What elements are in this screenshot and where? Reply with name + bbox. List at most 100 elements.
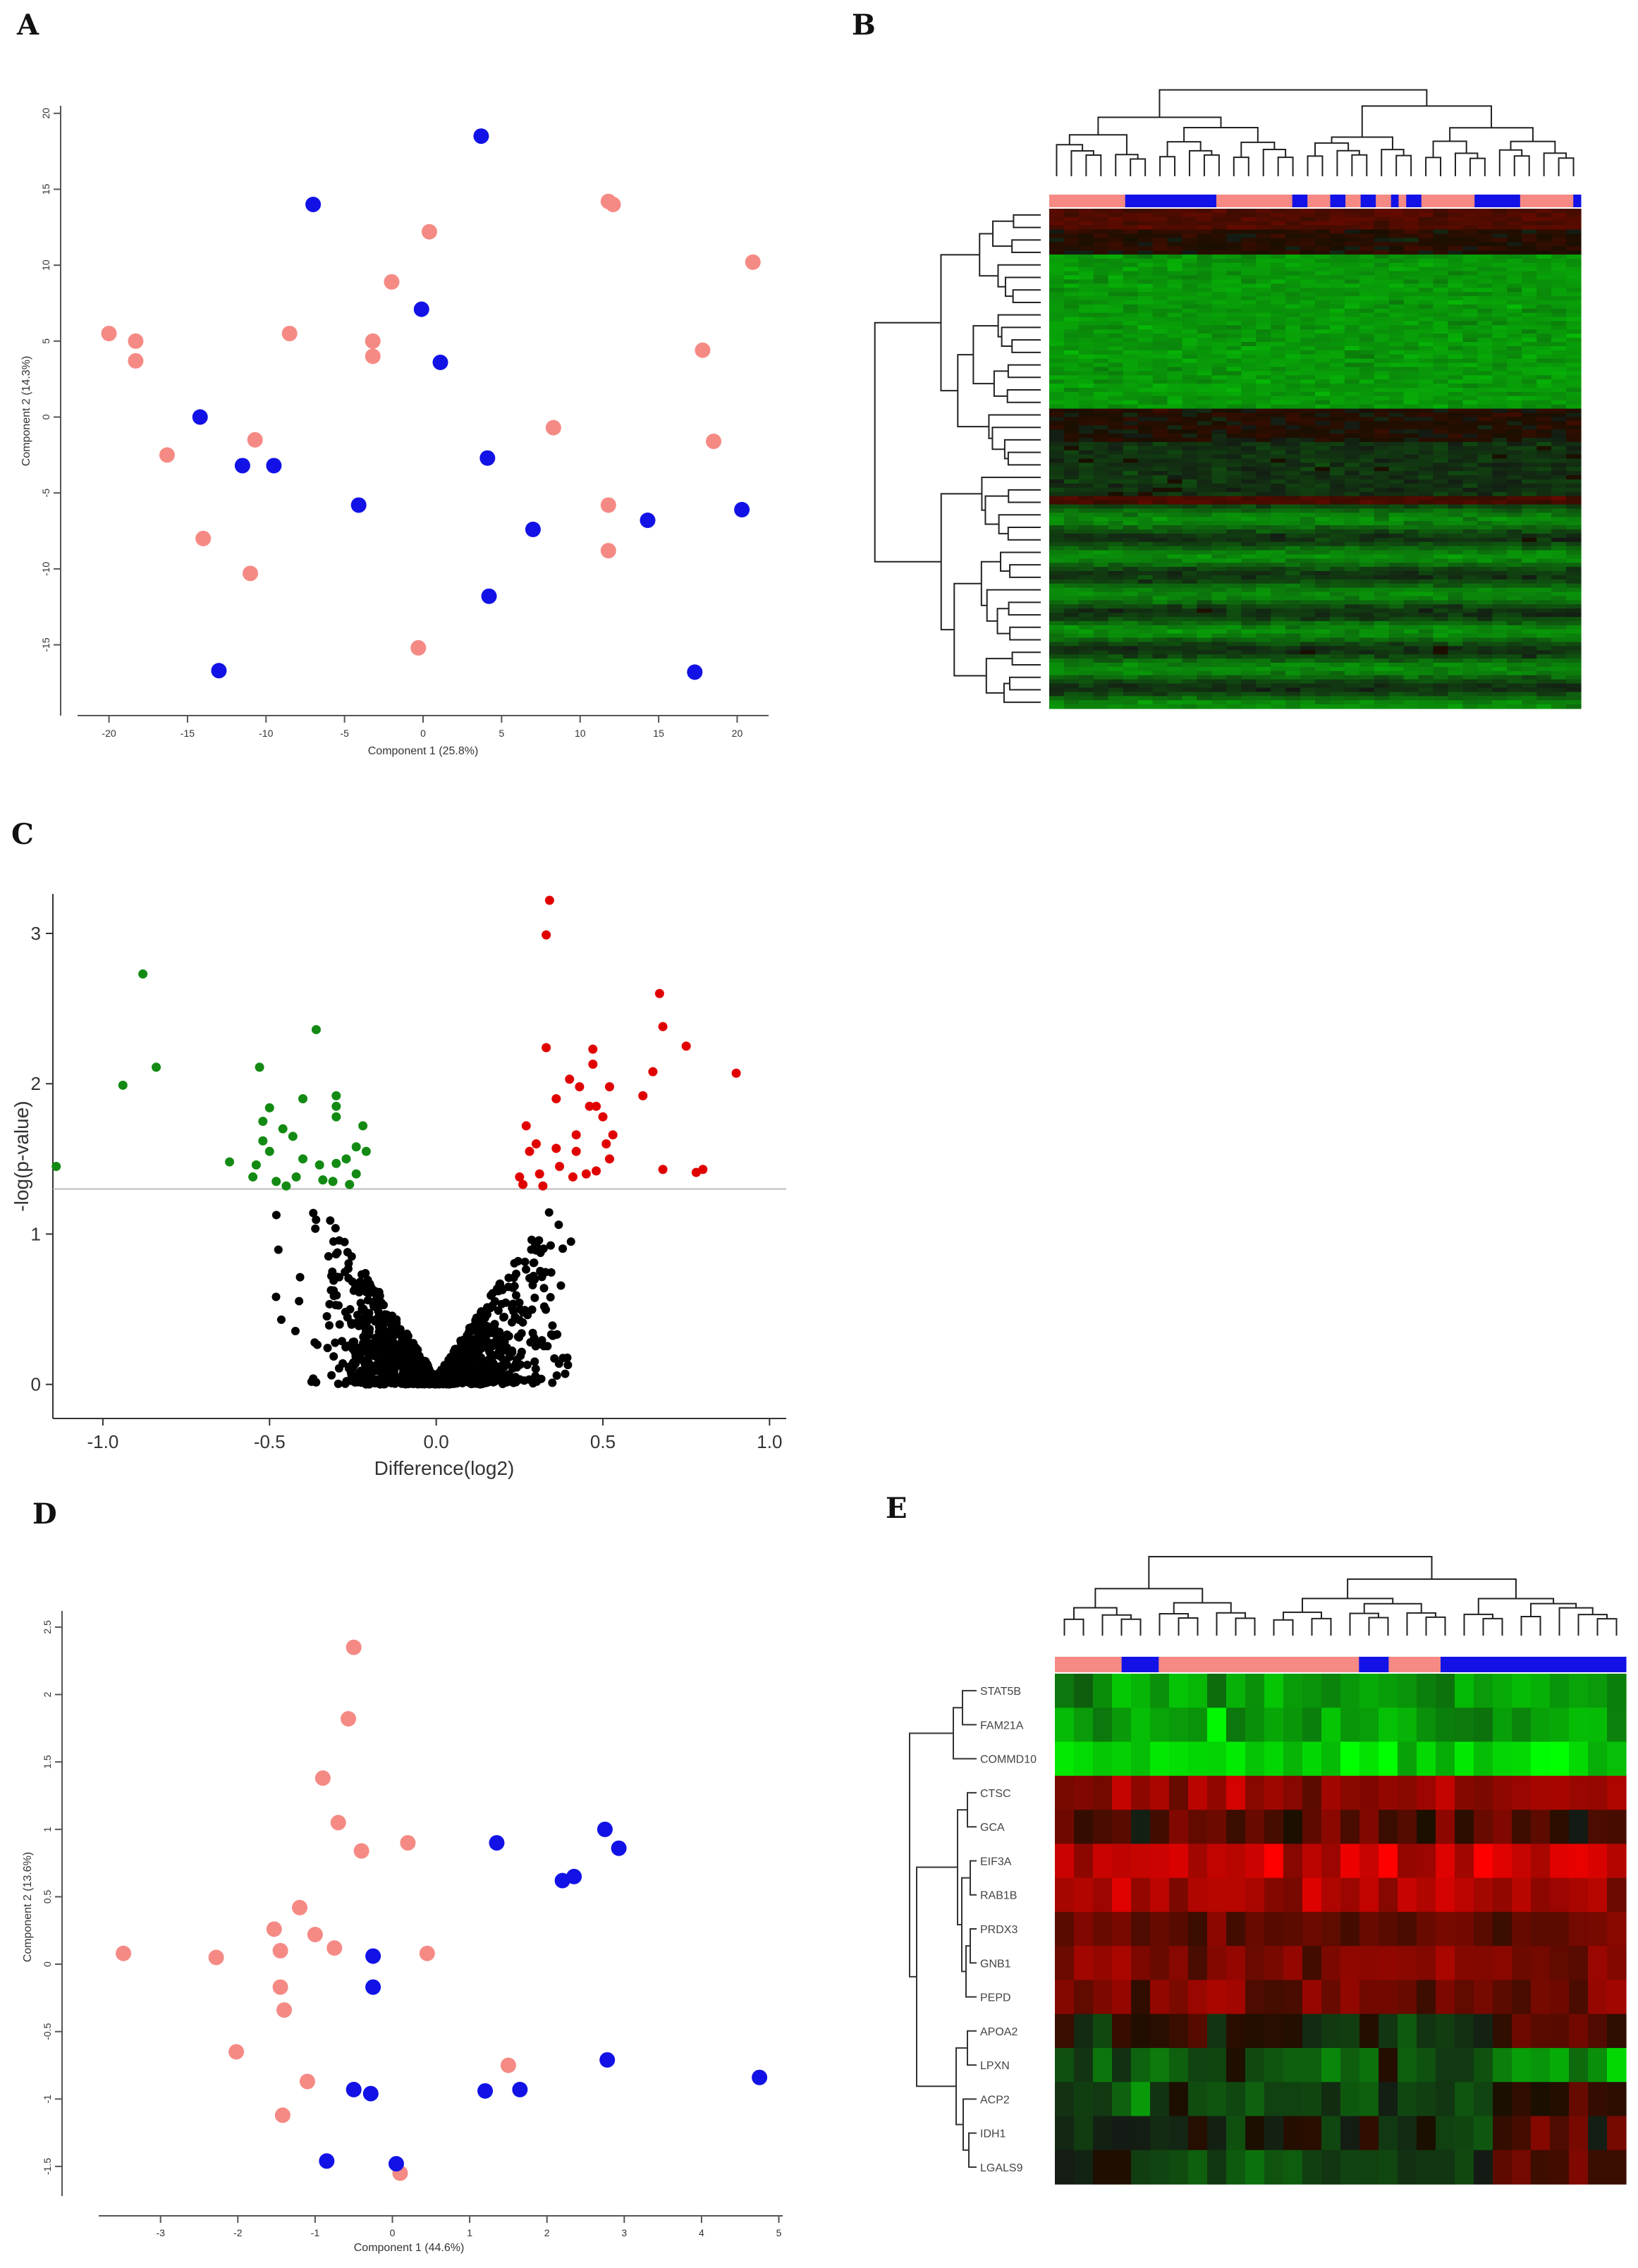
heatmap-cell [1271,404,1286,410]
heatmap-cell [1271,408,1286,414]
heatmap-cell [1315,216,1331,222]
heatmap-cell [1093,300,1109,305]
heatmap-cell [1271,292,1286,297]
heatmap-cell [1049,546,1065,551]
heatmap-cell [1197,683,1212,689]
group-bar-segment [1550,195,1559,207]
heatmap-cell [1256,300,1271,305]
heatmap-cell [1344,558,1360,563]
heatmap-cell [1522,421,1537,426]
heatmap-cell [1403,321,1419,326]
heatmap-cell [1477,558,1493,563]
heatmap-cell [1329,696,1345,701]
heatmap-cell [1566,467,1582,472]
heatmap-cell [1315,646,1331,651]
heatmap-cell [1359,317,1375,322]
heatmap-cell [1063,579,1080,584]
heatmap-cell [1078,541,1094,547]
heatmap-cell [1418,250,1434,255]
heatmap-cell [1522,504,1537,509]
heatmap-cell [1388,396,1405,401]
heatmap-cell [1256,262,1271,268]
heatmap-cell [1359,421,1375,426]
heatmap-cell [1167,575,1183,580]
heatmap-cell [1536,437,1552,443]
heatmap-cell [1359,362,1375,368]
heatmap-cell [1211,254,1227,259]
heatmap-cell [1271,579,1286,584]
heatmap-cell [1477,475,1493,480]
heatmap-cell [1182,587,1198,593]
heatmap-cell [1315,525,1331,530]
heatmap-cell [1271,342,1286,347]
heatmap-cell [1256,613,1271,618]
heatmap-cell [1551,434,1567,439]
heatmap-cell [1226,242,1242,247]
heatmap-cell [1536,246,1552,251]
heatmap-cell [1566,300,1582,305]
heatmap-cell [1344,675,1360,680]
heatmap-cell [1462,458,1478,464]
heatmap-cell [1182,441,1198,447]
heatmap-cell [1078,329,1094,334]
heatmap-cell [1256,454,1271,460]
heatmap-cell [1359,550,1375,555]
heatmap-cell [1182,238,1198,243]
heatmap-cell [1492,458,1508,464]
heatmap-cell [1536,367,1552,372]
heatmap-cell [1551,333,1567,338]
heatmap-cell [1388,312,1405,318]
heatmap-cell [1182,496,1198,501]
heatmap-cell [1152,296,1168,301]
heatmap-cell [1477,613,1493,618]
heatmap-cell [1241,384,1257,388]
heatmap-cell [1271,529,1286,534]
heatmap-cell [1078,391,1094,397]
heatmap-cell [1300,421,1316,426]
heatmap-cell [1388,521,1405,526]
heatmap-cell [1462,404,1478,410]
heatmap-cell [1137,333,1154,338]
heatmap-cell [1418,421,1434,426]
heatmap-cell [1403,658,1419,663]
heatmap-cell [1462,279,1478,284]
heatmap-cell [1477,529,1493,534]
heatmap-cell [1507,462,1522,467]
heatmap-cell [1522,216,1537,222]
heatmap-cell [1241,216,1257,222]
heatmap-cell [1241,362,1257,368]
heatmap-cell [1315,225,1331,231]
heatmap-cell [1256,450,1271,455]
heatmap-cell [1241,658,1257,663]
heatmap-cell [1522,225,1537,231]
heatmap-cell [1418,325,1434,330]
heatmap-cell [1448,325,1464,330]
heatmap-cell [1271,517,1286,522]
heatmap-cell [1388,567,1405,572]
heatmap-cell [1522,529,1537,534]
heatmap-cell [1226,704,1242,709]
heatmap-cell [1566,212,1582,218]
heatmap-cell [1448,504,1464,509]
heatmap-cell [1285,391,1301,397]
heatmap-cell [1418,625,1434,630]
heatmap-cell [1462,350,1478,355]
heatmap-cell [1522,362,1537,368]
heatmap-cell [1462,342,1478,347]
heatmap-cell [1374,513,1390,517]
heatmap-cell [1271,450,1286,455]
heatmap-cell [1462,567,1478,572]
heatmap-cell [1226,617,1242,622]
heatmap-cell [1566,271,1582,276]
heatmap-cell [1507,262,1522,268]
heatmap-cell [1049,396,1065,401]
heatmap-cell [1241,321,1257,326]
heatmap-cell [1359,342,1375,347]
heatmap-cell [1049,329,1065,334]
heatmap-cell [1492,350,1508,355]
heatmap-cell [1433,633,1449,639]
heatmap-cell [1285,571,1301,576]
heatmap-cell [1271,371,1286,376]
dendrogram-branch [1009,626,1041,641]
heatmap-cell [1418,441,1434,447]
